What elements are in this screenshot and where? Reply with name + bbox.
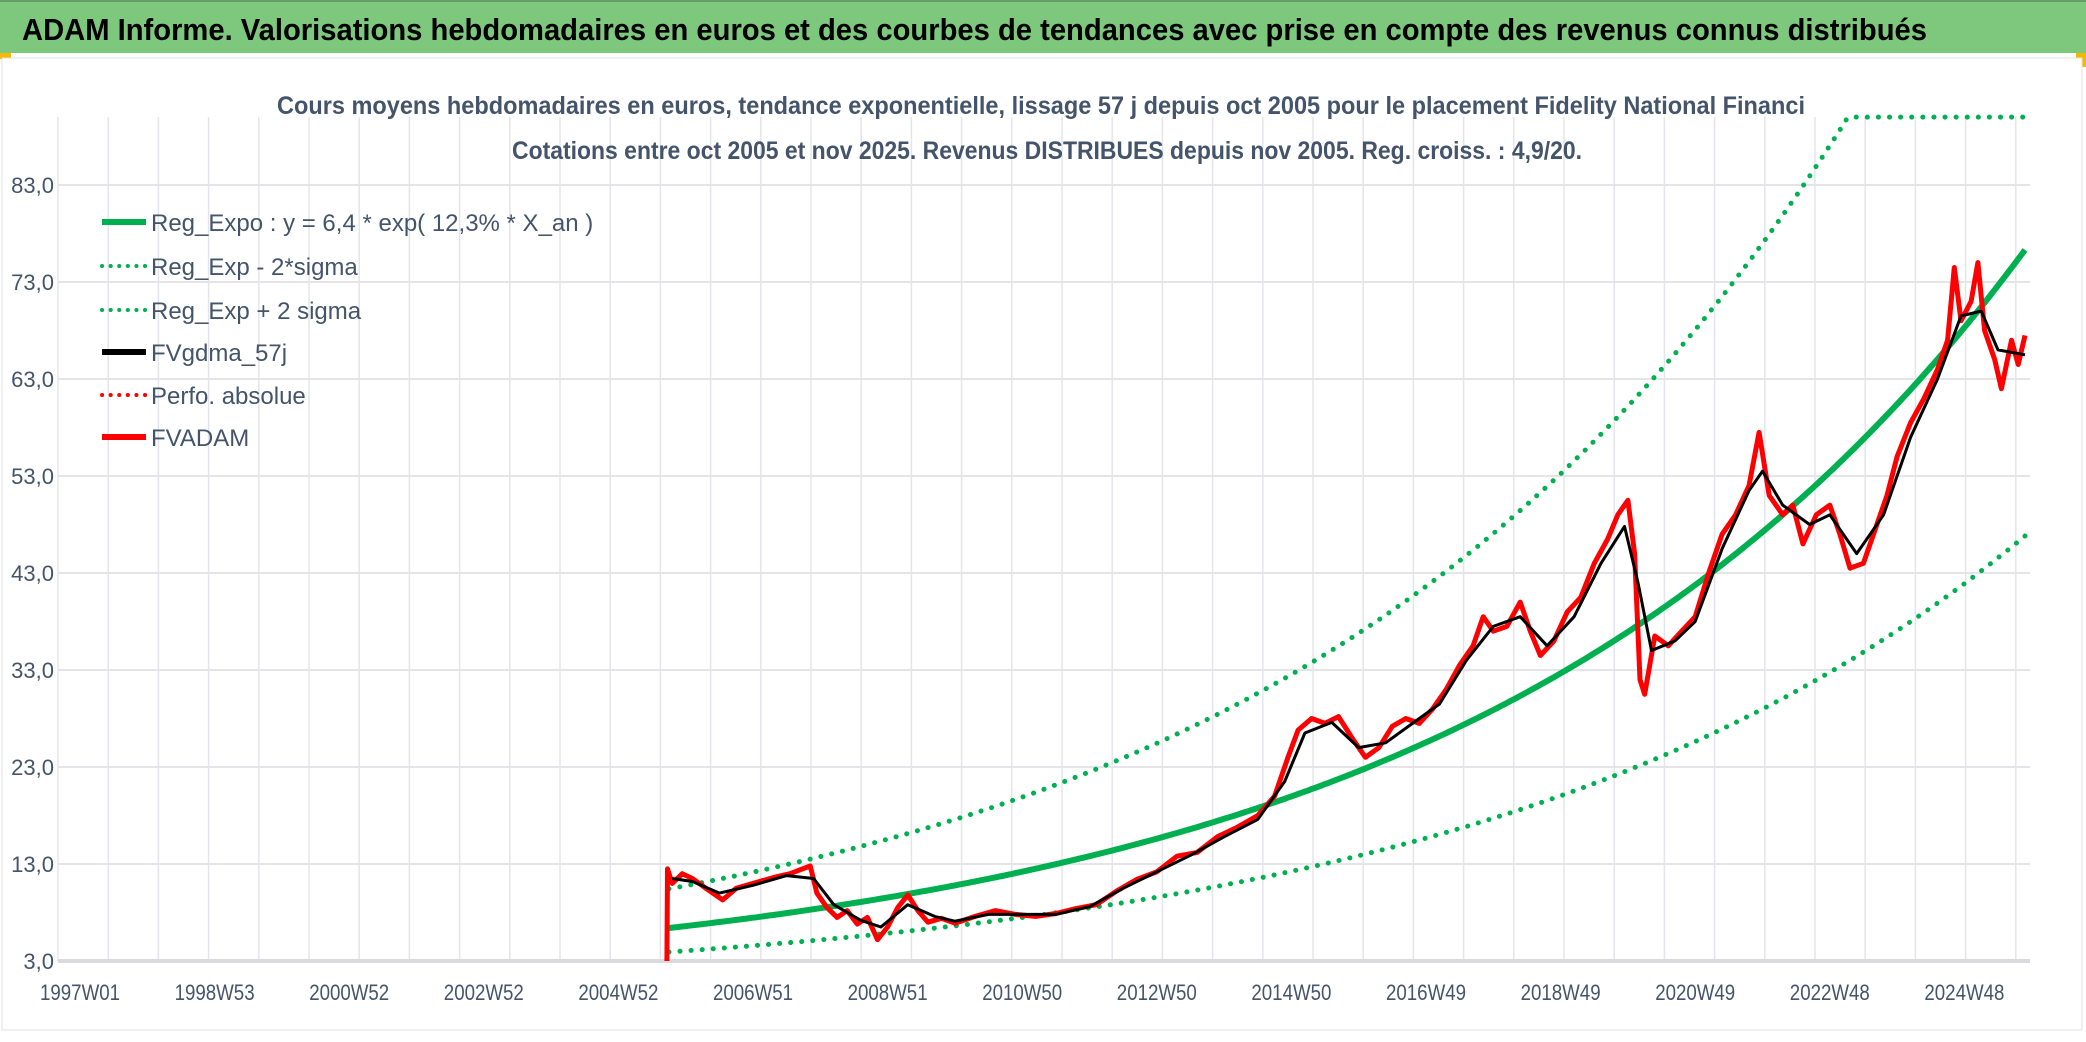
y-tick-label: 33,0	[11, 658, 54, 683]
x-tick-label: 1997W01	[40, 980, 120, 1005]
x-tick-label: 2016W49	[1386, 980, 1466, 1005]
x-axis: 1997W01 1998W53 2000W52 2002W52 2004W52 2006W…	[40, 980, 2004, 1005]
legend-label: Reg_Exp - 2*sigma	[151, 254, 358, 281]
legend-label: FVADAM	[151, 425, 249, 452]
legend-label: Reg_Expo : y = 6,4 * exp( 12,3% * X_an )	[151, 210, 593, 237]
chart-title: Cours moyens hebdomadaires en euros, ten…	[277, 92, 1805, 120]
legend: Reg_Expo : y = 6,4 * exp( 12,3% * X_an )…	[100, 210, 593, 452]
header-title: ADAM Informe. Valorisations hebdomadaire…	[22, 12, 1927, 47]
fvgdma-57j-line	[671, 309, 2026, 929]
trend-line	[668, 248, 2028, 931]
x-tick-label: 2018W49	[1521, 980, 1601, 1005]
x-tick-label: 2020W49	[1655, 980, 1735, 1005]
y-tick-label: 13,0	[11, 852, 54, 877]
chart-area	[1, 57, 2083, 1031]
y-tick-label: 63,0	[11, 367, 54, 392]
y-tick-label: 43,0	[11, 561, 54, 586]
x-tick-label: 2006W51	[713, 980, 793, 1005]
x-tick-label: 2022W48	[1790, 980, 1870, 1005]
y-tick-label: 23,0	[11, 755, 54, 780]
y-tick-label: 73,0	[11, 270, 54, 295]
legend-label: Reg_Exp + 2 sigma	[151, 298, 362, 325]
trend-upper-band-line	[666, 114, 2028, 892]
legend-label: FVgdma_57j	[151, 340, 287, 367]
corner-marker-left	[0, 53, 11, 59]
x-tick-label: 2002W52	[444, 980, 524, 1005]
x-tick-label: 2004W52	[578, 980, 658, 1005]
y-tick-label: 3,0	[23, 949, 54, 974]
x-tick-label: 2014W50	[1251, 980, 1331, 1005]
chart-subtitle: Cotations entre oct 2005 et nov 2025. Re…	[512, 137, 1582, 165]
grid	[57, 117, 2030, 963]
x-tick-label: 2010W50	[982, 980, 1062, 1005]
plot-series	[664, 114, 2028, 962]
header-border	[0, 0, 2086, 2]
x-tick-label: 2000W52	[309, 980, 389, 1005]
y-tick-label: 53,0	[11, 464, 54, 489]
legend-label: Perfo. absolue	[151, 383, 306, 410]
x-tick-label: 1998W53	[175, 980, 255, 1005]
x-tick-label: 2024W48	[1924, 980, 2004, 1005]
header-bar	[0, 0, 2086, 53]
x-tick-label: 2008W51	[848, 980, 928, 1005]
x-tick-label: 2012W50	[1117, 980, 1197, 1005]
y-tick-label: 83,0	[11, 173, 54, 198]
fvadam-line	[664, 260, 2028, 962]
y-axis: 3,0 13,0 23,0 33,0 43,0 53,0 63,0 73,0 83,0	[11, 173, 54, 974]
